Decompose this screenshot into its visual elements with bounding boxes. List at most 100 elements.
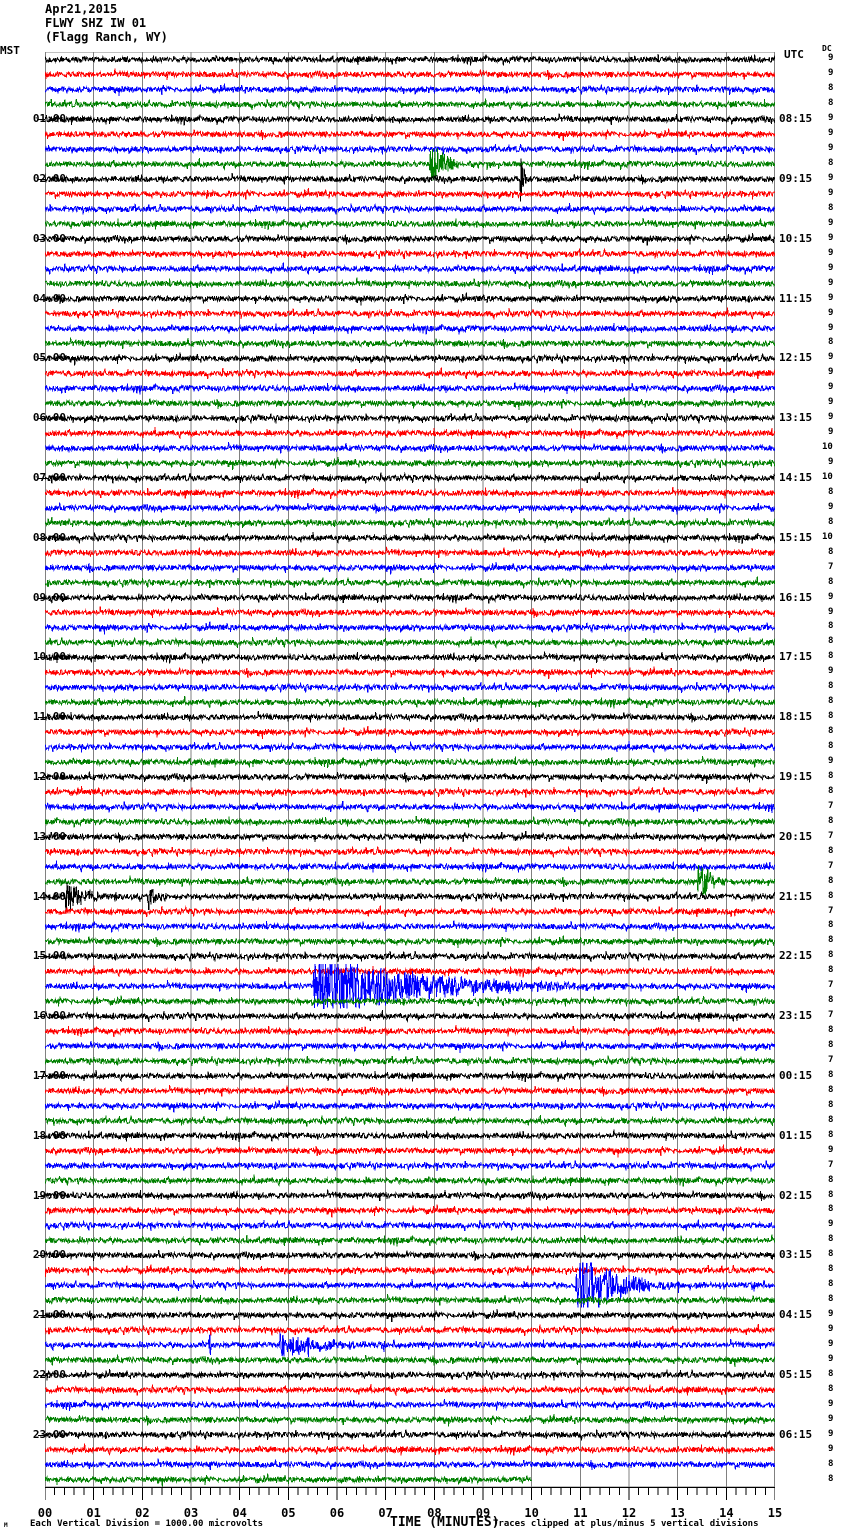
mst-tick-mark xyxy=(38,776,45,778)
helicorder-plot xyxy=(45,52,775,1487)
dc-value: 8 xyxy=(828,651,834,662)
dc-value: 8 xyxy=(828,83,834,94)
dc-value: 8 xyxy=(828,1099,834,1110)
dc-value: 9 xyxy=(828,128,834,139)
utc-time-label: 10:15 xyxy=(779,231,813,245)
dc-value: 9 xyxy=(828,666,834,677)
dc-value: 7 xyxy=(828,1010,834,1021)
seismic-trace xyxy=(45,546,775,559)
seismic-trace xyxy=(45,277,775,290)
dc-column-label: DC xyxy=(822,44,832,53)
seismic-trace xyxy=(45,905,775,918)
dc-value: 8 xyxy=(828,1174,834,1185)
mst-tick-mark xyxy=(38,358,45,360)
dc-value: 8 xyxy=(828,1368,834,1379)
seismic-trace xyxy=(45,232,775,246)
mst-time-label: 05:00 xyxy=(32,351,66,365)
seismic-trace xyxy=(45,1219,775,1232)
seismic-trace xyxy=(45,935,775,949)
mst-tick-mark xyxy=(38,238,45,240)
seismic-trace xyxy=(45,651,775,664)
dc-value: 9 xyxy=(828,501,834,512)
mst-tick-mark xyxy=(38,418,45,420)
utc-time-label: 22:15 xyxy=(779,949,813,963)
seismic-trace xyxy=(45,696,775,709)
dc-value: 7 xyxy=(828,561,834,572)
dc-value: 9 xyxy=(828,322,834,333)
dc-value: 8 xyxy=(828,711,834,722)
mst-time-label: 02:00 xyxy=(32,172,66,186)
x-tick-label: 04 xyxy=(232,1506,247,1520)
seismic-trace xyxy=(45,54,775,66)
dc-value: 8 xyxy=(828,546,834,557)
utc-time-label: 04:15 xyxy=(779,1308,813,1322)
dc-value: 8 xyxy=(828,516,834,527)
seismic-trace xyxy=(45,1368,775,1381)
dc-value: 7 xyxy=(828,830,834,841)
dc-value: 8 xyxy=(828,636,834,647)
dc-value: 8 xyxy=(828,1204,834,1215)
mst-time-label: 09:00 xyxy=(32,590,66,604)
mst-tick-mark xyxy=(38,1135,45,1137)
seismic-trace xyxy=(45,815,775,828)
mst-time-label: 13:00 xyxy=(32,829,66,843)
dc-value: 8 xyxy=(828,1264,834,1275)
seismic-trace xyxy=(45,1398,775,1411)
seismic-trace xyxy=(45,830,775,844)
mst-tick-mark xyxy=(38,119,45,121)
seismic-trace xyxy=(45,1010,775,1023)
seismic-trace xyxy=(45,800,775,814)
seismic-trace xyxy=(45,1055,775,1067)
dc-value: 7 xyxy=(828,860,834,871)
dc-value: 8 xyxy=(828,681,834,692)
seismic-trace xyxy=(45,785,775,798)
mst-time-label: 20:00 xyxy=(32,1248,66,1262)
dc-value: 9 xyxy=(828,397,834,408)
seismic-trace xyxy=(45,860,775,873)
utc-time-label: 05:15 xyxy=(779,1367,813,1381)
mst-time-label: 08:00 xyxy=(32,530,66,544)
seismic-trace xyxy=(45,457,775,470)
dc-value: 10 xyxy=(822,472,833,483)
mst-time-label: 11:00 xyxy=(32,710,66,724)
seismic-trace xyxy=(45,756,775,769)
seismic-trace xyxy=(45,965,775,978)
seismic-trace xyxy=(45,113,775,126)
seismic-trace xyxy=(45,307,775,320)
seismic-trace xyxy=(45,217,775,230)
seismic-trace xyxy=(45,248,775,260)
dc-value: 8 xyxy=(828,845,834,856)
x-tick-label: 05 xyxy=(281,1506,296,1520)
seismic-trace xyxy=(45,128,775,142)
dc-value: 8 xyxy=(828,1473,834,1484)
dc-value: 8 xyxy=(828,995,834,1006)
x-tick-label: 11 xyxy=(573,1506,588,1520)
mst-time-label: 03:00 xyxy=(32,231,66,245)
seismic-trace xyxy=(45,1324,775,1336)
dc-value: 9 xyxy=(828,352,834,363)
dc-value: 9 xyxy=(828,1144,834,1155)
seismic-trace xyxy=(45,995,775,1007)
mst-tick-mark xyxy=(38,1195,45,1197)
seismic-trace xyxy=(45,592,775,604)
dc-value: 8 xyxy=(828,1084,834,1095)
dc-value: 9 xyxy=(828,232,834,243)
dc-value: 9 xyxy=(828,53,834,64)
seismic-trace xyxy=(45,1025,775,1038)
seismic-trace xyxy=(45,323,775,335)
mst-time-label: 17:00 xyxy=(32,1068,66,1082)
mst-time-label: 23:00 xyxy=(32,1427,66,1441)
seismic-trace xyxy=(45,158,775,202)
seismic-trace xyxy=(45,1204,775,1218)
dc-value: 9 xyxy=(828,1324,834,1335)
dc-value: 8 xyxy=(828,1458,834,1469)
seismic-trace xyxy=(45,1160,775,1172)
seismic-trace xyxy=(45,1262,775,1308)
dc-value: 9 xyxy=(828,1309,834,1320)
header-location: (Flagg Ranch, WY) xyxy=(45,30,168,44)
mst-axis-label: MST xyxy=(0,44,20,57)
dc-value: 9 xyxy=(828,412,834,423)
dc-value: 8 xyxy=(828,696,834,707)
dc-value: 8 xyxy=(828,785,834,796)
utc-time-label: 13:15 xyxy=(779,411,813,425)
